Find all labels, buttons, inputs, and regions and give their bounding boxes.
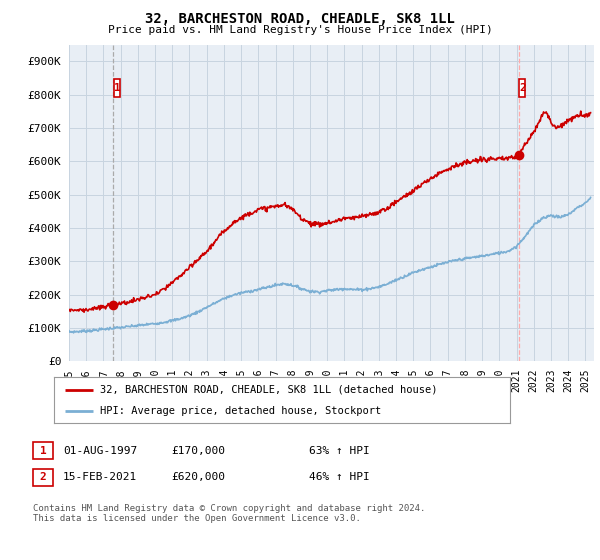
Text: 2: 2	[519, 83, 526, 93]
Text: Price paid vs. HM Land Registry's House Price Index (HPI): Price paid vs. HM Land Registry's House …	[107, 25, 493, 35]
Text: £170,000: £170,000	[171, 446, 225, 456]
Text: 63% ↑ HPI: 63% ↑ HPI	[309, 446, 370, 456]
Text: 15-FEB-2021: 15-FEB-2021	[63, 472, 137, 482]
Text: 32, BARCHESTON ROAD, CHEADLE, SK8 1LL: 32, BARCHESTON ROAD, CHEADLE, SK8 1LL	[145, 12, 455, 26]
Text: 01-AUG-1997: 01-AUG-1997	[63, 446, 137, 456]
Text: 46% ↑ HPI: 46% ↑ HPI	[309, 472, 370, 482]
Text: 32, BARCHESTON ROAD, CHEADLE, SK8 1LL (detached house): 32, BARCHESTON ROAD, CHEADLE, SK8 1LL (d…	[100, 385, 437, 395]
Text: 1: 1	[40, 446, 46, 456]
Text: £620,000: £620,000	[171, 472, 225, 482]
Text: Contains HM Land Registry data © Crown copyright and database right 2024.
This d: Contains HM Land Registry data © Crown c…	[33, 504, 425, 524]
Text: HPI: Average price, detached house, Stockport: HPI: Average price, detached house, Stoc…	[100, 407, 381, 416]
FancyBboxPatch shape	[520, 79, 526, 97]
Text: 1: 1	[114, 83, 121, 93]
FancyBboxPatch shape	[114, 79, 120, 97]
Text: 2: 2	[40, 472, 46, 482]
